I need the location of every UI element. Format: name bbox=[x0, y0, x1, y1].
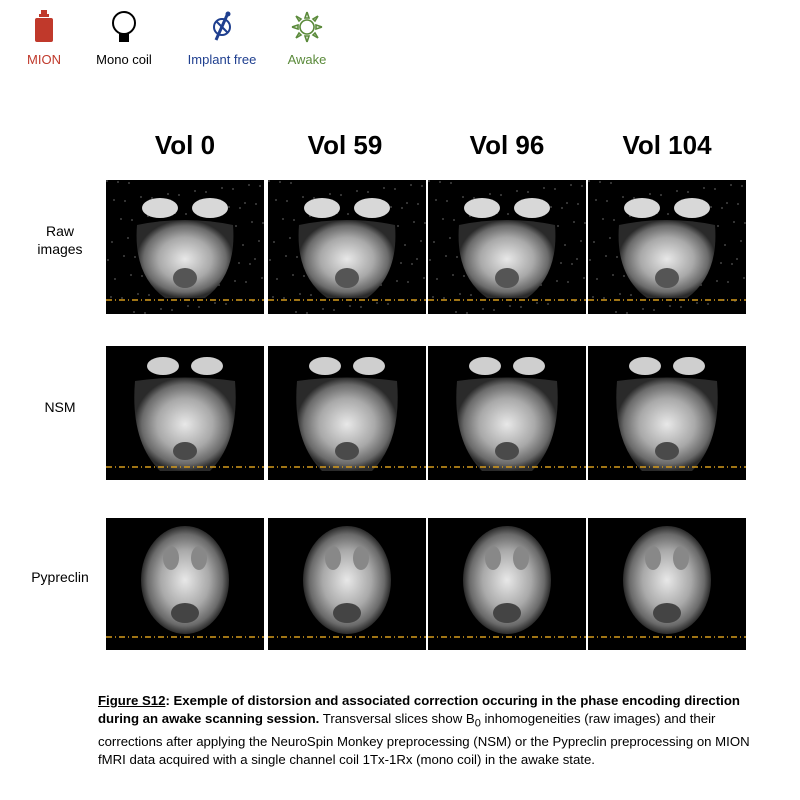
caption-subscript: 0 bbox=[474, 717, 481, 730]
row-label-raw-images: Raw images bbox=[20, 222, 100, 258]
row-label-pypreclin: Pypreclin bbox=[20, 568, 100, 586]
legend-label: MION bbox=[27, 52, 61, 67]
mri-slice-image bbox=[428, 518, 586, 650]
legend-item-implant-free: Implant free bbox=[176, 10, 268, 67]
caption-text: Transversal slices show B bbox=[319, 711, 475, 726]
mri-slice-image bbox=[428, 180, 586, 314]
row-label-line: NSM bbox=[44, 399, 76, 415]
mri-slice-image bbox=[588, 346, 746, 480]
mri-slice-image bbox=[588, 518, 746, 650]
column-header-vol-96: Vol 96 bbox=[469, 130, 545, 160]
bottle-icon bbox=[35, 10, 53, 42]
caption-bold-text: : Exemple of distorsion and associated c… bbox=[98, 693, 740, 726]
mri-slice-image bbox=[268, 346, 426, 480]
implant-free-icon bbox=[213, 11, 231, 41]
caption-text: inhomogeneities (raw images) and their c… bbox=[98, 711, 750, 767]
row-label-nsm: NSM bbox=[20, 398, 100, 416]
row-label-line: Raw bbox=[45, 223, 74, 239]
sun-icon bbox=[291, 11, 323, 43]
row-label-line: images bbox=[37, 241, 83, 257]
column-header-vol-59: Vol 59 bbox=[307, 130, 383, 160]
coil-icon bbox=[112, 11, 136, 42]
column-header-vol-0: Vol 0 bbox=[154, 130, 216, 160]
legend-label: Mono coil bbox=[96, 52, 152, 67]
figure-caption: Figure S12: Exemple of distorsion and as… bbox=[98, 692, 758, 769]
column-header-vol-104: Vol 104 bbox=[622, 130, 712, 160]
mri-slice-image bbox=[268, 180, 426, 314]
legend-label: Implant free bbox=[187, 52, 257, 67]
row-label-line: Pypreclin bbox=[31, 569, 89, 585]
legend-label: Awake bbox=[287, 52, 327, 67]
legend: MION Mono coil Implant free bbox=[14, 10, 334, 80]
legend-item-awake: Awake bbox=[278, 10, 336, 67]
figure-label: Figure S12 bbox=[98, 693, 166, 708]
mri-slice-image bbox=[106, 180, 264, 314]
legend-item-mion: MION bbox=[14, 10, 74, 67]
mri-slice-image bbox=[106, 518, 264, 650]
mri-slice-image bbox=[588, 180, 746, 314]
legend-item-mono-coil: Mono coil bbox=[84, 10, 164, 67]
mri-slice-image bbox=[106, 346, 264, 480]
mri-slice-image bbox=[268, 518, 426, 650]
mri-slice-image bbox=[428, 346, 586, 480]
